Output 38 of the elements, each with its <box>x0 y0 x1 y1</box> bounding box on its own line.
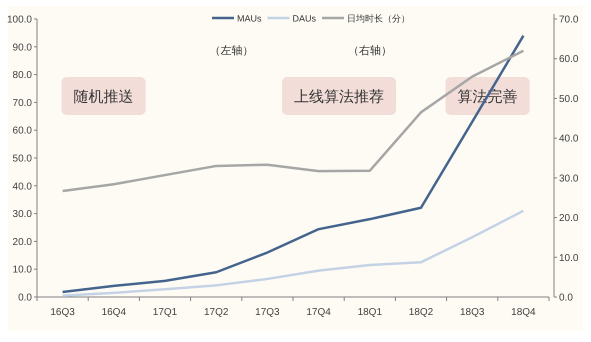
annotation: 随机推送 <box>62 77 146 115</box>
y2-tick-label: 70.0 <box>559 14 579 26</box>
x-tick-label: 16Q4 <box>102 307 126 318</box>
y-tick-label: 30.0 <box>12 209 32 220</box>
y2-tick-label: 40.0 <box>559 134 579 145</box>
annotation: 随机推送 <box>74 88 134 106</box>
y-tick-label: 20.0 <box>12 236 32 248</box>
x-tick-label: 18Q3 <box>460 307 485 318</box>
y-tick-label: 60.0 <box>12 126 32 137</box>
y2-tick-label: 10.0 <box>559 252 579 264</box>
x-tick-label: 16Q3 <box>50 307 76 318</box>
y-tick-label: 70.0 <box>12 98 32 109</box>
y-tick-label: 80.0 <box>12 70 32 82</box>
y2-tick-label: 50.0 <box>559 94 579 105</box>
legend-label: DAUs <box>292 14 316 24</box>
x-tick-label: 17Q1 <box>152 307 178 318</box>
y-tick-label: 50.0 <box>12 154 32 164</box>
x-tick-label: 17Q2 <box>204 307 229 318</box>
annotation: 上线算法推荐 <box>282 77 396 115</box>
annotation: 上线算法推荐 <box>294 88 384 106</box>
x-tick-label: 17Q4 <box>306 307 332 318</box>
x-tick-label: 17Q3 <box>255 307 280 318</box>
y2-tick-label: 60.0 <box>559 54 579 66</box>
x-tick-label: 18Q2 <box>408 307 434 318</box>
y-tick-label: 0.0 <box>18 292 32 304</box>
y-tick-label: 100.0 <box>6 14 32 26</box>
legend-label: 日均时长（分） <box>347 14 410 24</box>
y2-tick-label: 20.0 <box>559 213 579 224</box>
annotation: （左轴） <box>210 44 254 57</box>
annotation: （右轴） <box>348 44 392 57</box>
legend-label: MAUs <box>237 14 262 24</box>
y2-tick-label: 0.0 <box>559 292 574 304</box>
y-tick-label: 10.0 <box>12 264 32 276</box>
y-tick-label: 40.0 <box>12 181 32 192</box>
y-tick-label: 90.0 <box>12 42 32 54</box>
y2-tick-label: 30.0 <box>559 173 579 184</box>
x-tick-label: 18Q1 <box>358 307 382 318</box>
x-tick-label: 18Q4 <box>511 307 536 318</box>
